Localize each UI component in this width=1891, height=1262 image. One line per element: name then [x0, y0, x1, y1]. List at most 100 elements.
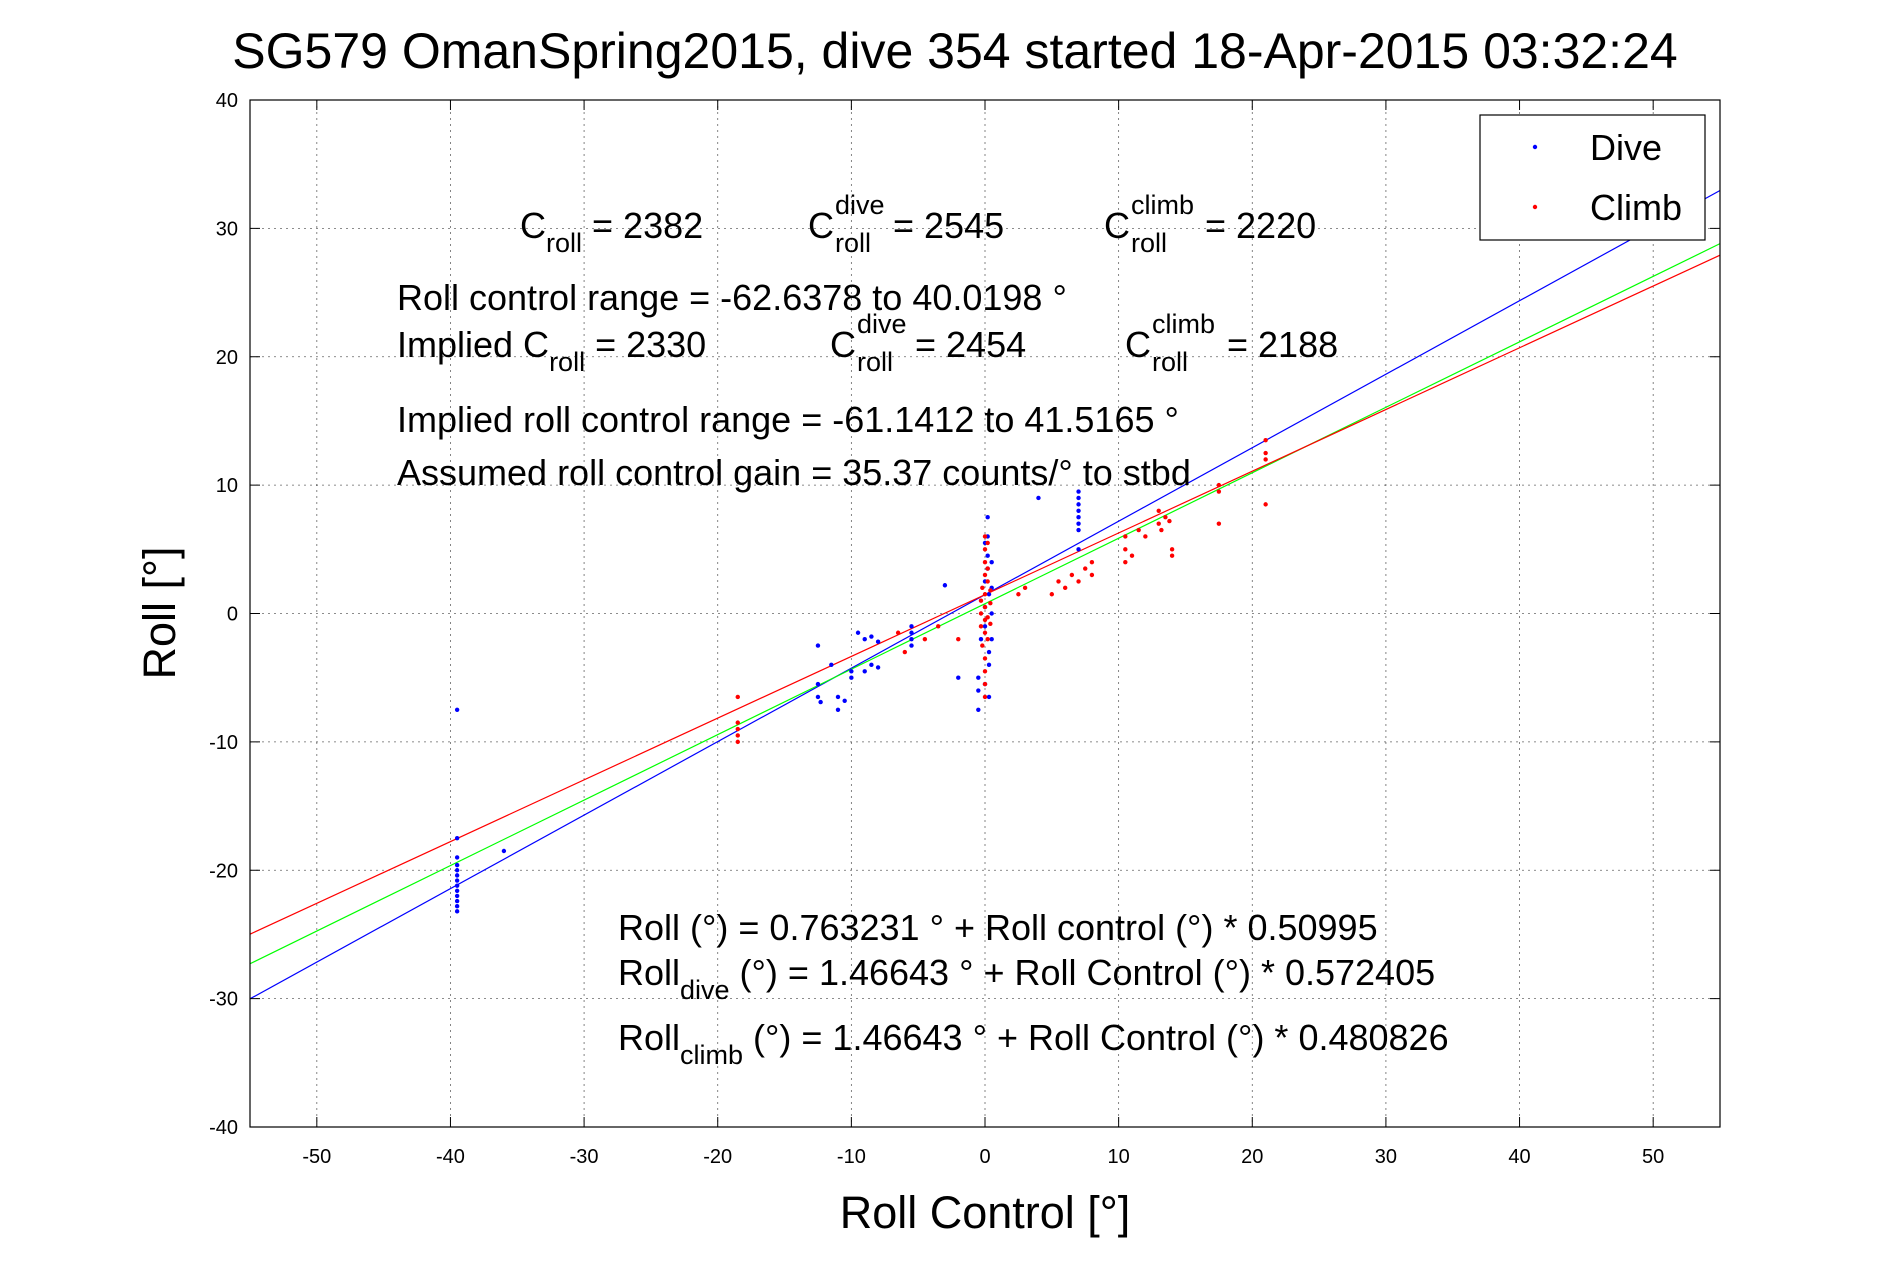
climb-point	[1089, 572, 1095, 578]
annotation-implied-climb-value: = 2188	[1227, 324, 1338, 365]
y-axis-title: Roll [°]	[134, 546, 185, 679]
annotation-c-roll-climb-sub: roll	[1131, 228, 1167, 258]
equation-climb-sub: climb	[680, 1040, 743, 1070]
climb-point	[988, 588, 993, 593]
x-axis-title: Roll Control [°]	[840, 1187, 1131, 1238]
dive-point	[986, 694, 992, 700]
dive-point	[909, 643, 914, 648]
implied-value: = 2330	[585, 324, 706, 365]
equation-climb-base: Roll	[618, 1017, 680, 1058]
dive-point	[985, 553, 990, 558]
annotation-implied-climb: C	[1125, 324, 1151, 365]
climb-point	[1163, 515, 1168, 520]
climb-point	[1263, 502, 1268, 507]
dive-point	[982, 624, 988, 629]
legend-dive-marker	[1532, 144, 1538, 150]
y-tick-label: 10	[216, 475, 238, 497]
legend-dive-label: Dive	[1590, 127, 1662, 168]
dive-point	[909, 624, 914, 629]
dive-point	[501, 848, 507, 854]
dive-point	[875, 665, 881, 670]
dive-point	[835, 694, 841, 700]
equation-dive-rest: (°) = 1.46643 ° + Roll Control (°) * 0.5…	[730, 952, 1436, 993]
legend-climb-marker	[1532, 204, 1538, 210]
climb-point	[982, 592, 988, 597]
climb-point	[985, 566, 990, 571]
dive-point	[815, 681, 821, 687]
dive-point	[454, 878, 460, 883]
climb-point	[985, 636, 990, 642]
dive-point	[842, 698, 847, 703]
dive-point	[989, 559, 994, 565]
data-points	[454, 437, 1268, 914]
dive-point	[956, 675, 961, 680]
implied-prefix: Implied C	[397, 324, 549, 365]
annotation-implied-dive-sup: dive	[857, 309, 907, 339]
climb-point	[956, 636, 961, 642]
dive-point	[1076, 527, 1081, 533]
y-tick-label: -20	[209, 860, 238, 882]
climb-point	[985, 579, 990, 584]
c-roll-dive-base: C	[808, 205, 834, 246]
y-tick-label: 0	[227, 604, 238, 626]
climb-point	[1169, 547, 1175, 552]
dive-point	[875, 639, 881, 644]
climb-point	[735, 726, 740, 732]
annotation-c-roll-dive-sub: roll	[835, 228, 871, 258]
climb-point	[1083, 566, 1088, 571]
dive-point	[869, 634, 874, 639]
climb-point	[1129, 553, 1135, 558]
dive-point	[454, 883, 460, 888]
dive-point	[978, 636, 984, 642]
implied-prefix-sub: roll	[549, 347, 585, 377]
climb-point	[978, 624, 984, 629]
annotation-c-roll-climb-value: = 2220	[1205, 205, 1316, 246]
x-tick-label: -50	[302, 1146, 331, 1168]
dive-point	[985, 515, 990, 520]
dive-point	[454, 888, 460, 893]
climb-point	[980, 643, 985, 648]
dive-point	[976, 675, 981, 680]
dive-point	[1076, 547, 1081, 552]
dive-point	[1076, 521, 1081, 526]
c-roll-sub: roll	[546, 228, 582, 258]
dive-point	[942, 583, 948, 588]
fit-line-all	[249, 243, 1721, 965]
equation-overall: Roll (°) = 0.763231 ° + Roll control (°)…	[618, 907, 1378, 948]
dive-point	[1076, 502, 1081, 507]
climb-point	[1123, 534, 1128, 539]
axis-ticks: -50 -40 -30 -20 -10 0 10 20 30 40 50 -40 -30 -20 -10 0 1…	[209, 90, 1720, 1168]
x-tick-label: 40	[1508, 1146, 1530, 1168]
climb-point	[1089, 559, 1095, 565]
climb-point	[1136, 527, 1141, 533]
dive-point	[849, 675, 854, 680]
climb-point	[936, 624, 941, 629]
dive-point	[454, 868, 460, 873]
x-tick-label: 0	[979, 1146, 990, 1168]
climb-point	[895, 630, 901, 635]
y-tick-label: -10	[209, 732, 238, 754]
climb-point	[988, 621, 993, 626]
climb-point	[1016, 592, 1021, 597]
annotation-c-roll-row: Croll = 2382	[520, 205, 703, 258]
climb-point	[982, 694, 988, 700]
climb-point	[988, 601, 993, 606]
x-tick-label: -30	[570, 1146, 599, 1168]
x-tick-label: 20	[1241, 1146, 1263, 1168]
dive-point	[454, 862, 460, 868]
dive-point	[454, 903, 460, 909]
y-tick-label: -40	[209, 1117, 238, 1139]
dive-point	[1076, 508, 1081, 513]
x-tick-label: -10	[837, 1146, 866, 1168]
annotation-implied-dive-value: = 2454	[915, 324, 1026, 365]
climb-point	[978, 611, 984, 616]
dive-point	[454, 898, 460, 904]
dive-point	[815, 694, 821, 700]
climb-point	[1156, 521, 1161, 526]
dive-point	[869, 662, 874, 668]
equation-dive-base: Roll	[618, 952, 680, 993]
dive-point	[1076, 495, 1081, 501]
annotation-implied-climb-sup: climb	[1152, 309, 1215, 339]
annotation-c-roll-climb: C	[1104, 205, 1130, 246]
